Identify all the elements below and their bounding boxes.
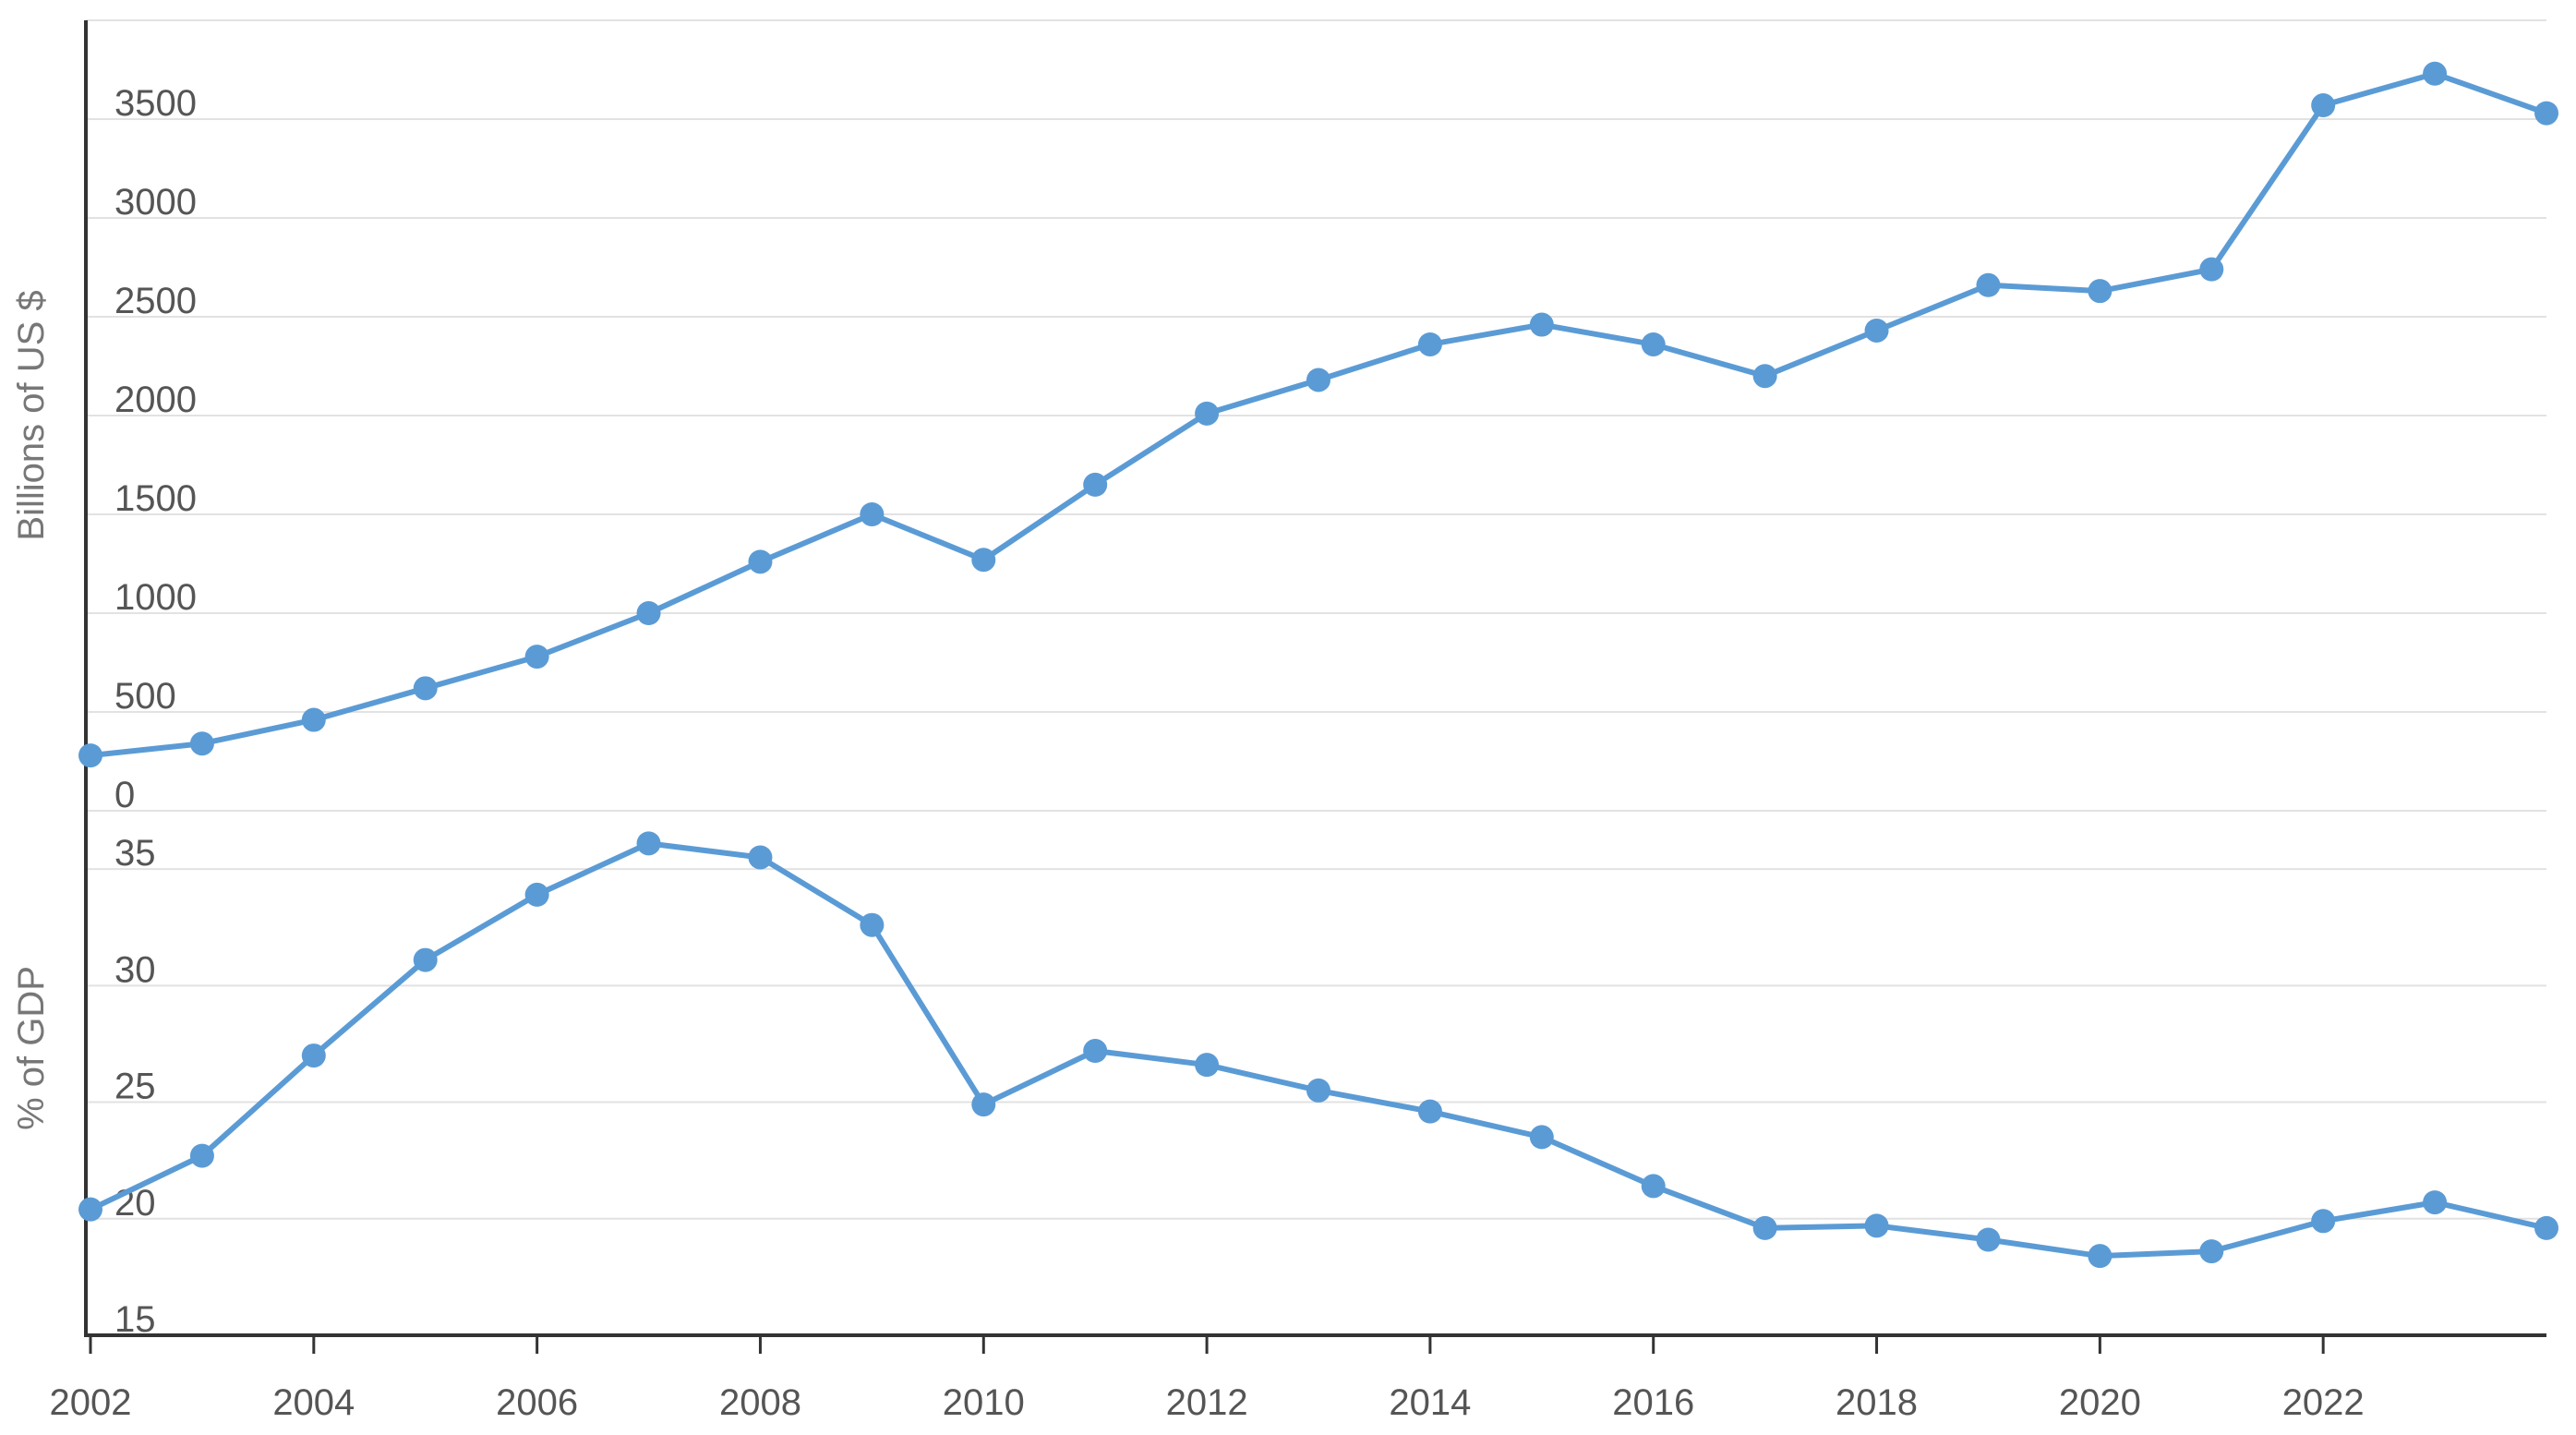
point-0-2014 — [1417, 332, 1442, 356]
point-0-2004 — [301, 707, 326, 732]
point-1-2002 — [78, 1197, 102, 1222]
point-1-2021 — [2199, 1239, 2224, 1264]
y-tick-label-1-0: 15 — [114, 1299, 156, 1340]
point-1-2022 — [2311, 1209, 2336, 1234]
point-1-2023 — [2423, 1190, 2448, 1215]
point-1-2006 — [524, 882, 549, 907]
point-1-2015 — [1529, 1125, 1554, 1150]
y-tick-label-0-1: 500 — [114, 676, 176, 717]
point-1-2003 — [189, 1143, 214, 1168]
tick-labels: 0500100015002000250030003500152025303520… — [50, 83, 2365, 1423]
point-0-2012 — [1195, 401, 1220, 426]
y-axis-title-percent-gdp: % of GDP — [11, 966, 52, 1130]
point-0-2015 — [1529, 312, 1554, 337]
y-tick-label-1-2: 25 — [114, 1067, 156, 1107]
x-tick-label-2022: 2022 — [2282, 1382, 2365, 1423]
point-0-2013 — [1306, 368, 1330, 392]
series-line-1 — [88, 840, 2549, 1260]
point-0-2018 — [1864, 318, 1889, 343]
point-1-2020 — [2088, 1244, 2113, 1269]
point-0-2016 — [1641, 332, 1666, 356]
x-tick-label-2014: 2014 — [1389, 1382, 1471, 1423]
point-0-2020 — [2088, 279, 2113, 304]
y-tick-label-0-6: 3000 — [114, 182, 197, 223]
point-0-2005 — [413, 676, 438, 701]
point-0-2022 — [2311, 93, 2336, 118]
y-tick-label-0-2: 1000 — [114, 577, 197, 618]
point-0-2021 — [2199, 257, 2224, 282]
point-0-2024 — [2534, 101, 2558, 126]
y-tick-label-0-5: 2500 — [114, 281, 197, 321]
point-1-2004 — [301, 1043, 326, 1068]
point-1-2005 — [413, 947, 438, 972]
point-1-2016 — [1641, 1174, 1666, 1199]
point-1-2009 — [860, 912, 885, 937]
point-0-2002 — [78, 743, 102, 768]
point-0-2006 — [524, 645, 549, 669]
point-1-2012 — [1195, 1053, 1220, 1078]
point-1-2010 — [971, 1092, 996, 1117]
point-1-2013 — [1306, 1078, 1330, 1103]
x-tick-label-2002: 2002 — [50, 1382, 132, 1423]
point-1-2011 — [1083, 1039, 1108, 1064]
x-tick-label-2010: 2010 — [943, 1382, 1025, 1423]
y-tick-label-1-4: 35 — [114, 833, 156, 874]
axes — [84, 20, 2546, 1337]
x-tick-label-2008: 2008 — [719, 1382, 801, 1423]
point-0-2019 — [1976, 272, 2001, 297]
point-0-2003 — [189, 731, 214, 756]
axis-titles: Billions of US $ % of GDP — [11, 290, 52, 1130]
x-tick-label-2020: 2020 — [2059, 1382, 2141, 1423]
point-0-2017 — [1752, 364, 1777, 389]
point-0-2023 — [2423, 61, 2448, 86]
y-tick-label-0-3: 1500 — [114, 478, 197, 519]
point-1-2024 — [2534, 1215, 2558, 1240]
point-0-2010 — [971, 548, 996, 573]
point-1-2017 — [1752, 1215, 1777, 1240]
point-1-2007 — [636, 831, 661, 856]
point-1-2019 — [1976, 1227, 2001, 1252]
point-0-2011 — [1083, 472, 1108, 497]
point-0-2007 — [636, 601, 661, 625]
point-1-2008 — [748, 845, 773, 870]
y-tick-label-0-7: 3500 — [114, 83, 197, 124]
gridlines — [86, 19, 2546, 1336]
series — [78, 61, 2558, 1269]
x-tick-label-2006: 2006 — [496, 1382, 578, 1423]
x-tick-label-2016: 2016 — [1612, 1382, 1694, 1423]
y-axis-title-billions: Billions of US $ — [11, 290, 52, 540]
y-tick-label-0-4: 2000 — [114, 380, 197, 420]
point-0-2009 — [860, 502, 885, 526]
y-tick-label-0-0: 0 — [114, 775, 135, 815]
y-tick-label-1-3: 30 — [114, 949, 156, 990]
point-1-2018 — [1864, 1213, 1889, 1238]
point-0-2008 — [748, 549, 773, 574]
series-line-0 — [88, 70, 2549, 759]
x-tick-label-2018: 2018 — [1836, 1382, 1918, 1423]
x-tick-label-2004: 2004 — [272, 1382, 355, 1423]
x-tick-label-2012: 2012 — [1166, 1382, 1248, 1423]
point-1-2014 — [1417, 1099, 1442, 1124]
